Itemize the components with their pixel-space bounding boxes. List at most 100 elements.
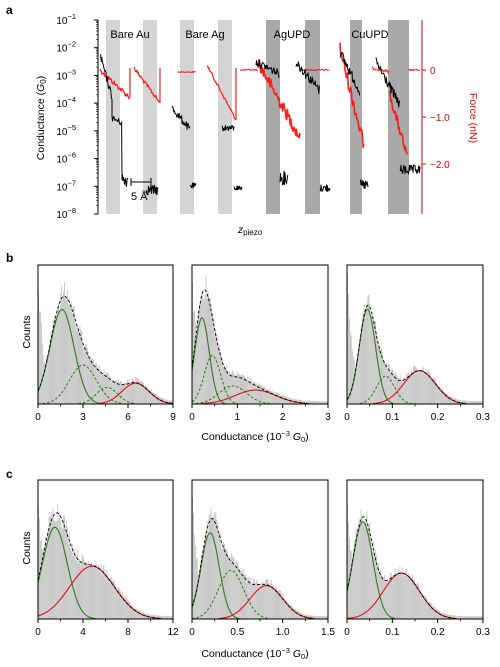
force-trace	[99, 69, 130, 100]
histogram-bar	[249, 381, 251, 404]
histogram-bar	[57, 503, 59, 619]
x-tick-label: 0.2	[431, 627, 445, 638]
histogram-bar	[253, 578, 255, 619]
histogram-bar	[411, 578, 413, 619]
histogram-bar	[209, 298, 211, 404]
histogram-bar	[94, 363, 96, 404]
histogram-bar	[325, 616, 327, 619]
histogram-bar	[423, 372, 425, 404]
histogram-bar	[91, 562, 92, 619]
histogram-bar	[317, 400, 319, 404]
conductance-trace	[233, 185, 243, 191]
histogram-bar	[441, 389, 443, 404]
histogram-bar	[167, 399, 169, 404]
histogram-bar	[260, 384, 261, 404]
histogram-bar	[217, 342, 219, 404]
histogram-bar	[388, 364, 390, 404]
histogram-bar	[169, 400, 171, 404]
histogram-bar	[120, 381, 122, 404]
histogram-bar	[347, 523, 349, 619]
histogram-bar	[393, 375, 395, 404]
histogram-bar	[90, 566, 92, 619]
histogram-bar	[422, 366, 424, 404]
histogram-bar	[85, 344, 87, 404]
histogram-bar	[211, 312, 213, 404]
histogram-bar	[322, 616, 324, 619]
histogram-bar	[64, 516, 65, 619]
histogram-bar	[300, 400, 302, 404]
histogram-bar	[400, 572, 402, 619]
histogram-bar	[323, 401, 325, 404]
histogram-bar	[418, 371, 420, 404]
histogram-bar	[162, 616, 164, 619]
histogram-bar	[383, 360, 385, 404]
histogram-bar	[60, 293, 62, 404]
histogram-bar	[111, 576, 113, 619]
panel-a-y-tick-label: 10−4	[56, 95, 76, 110]
histogram-bar	[471, 616, 473, 619]
histogram-bar	[110, 576, 112, 619]
histogram-bar	[86, 344, 88, 404]
histogram-bar	[387, 581, 389, 619]
histogram-bar	[100, 371, 102, 404]
histogram-bar	[156, 615, 158, 619]
histogram-bar	[194, 545, 196, 619]
histogram-bar	[293, 608, 294, 619]
histogram-bar	[274, 585, 276, 619]
histogram-bar	[121, 383, 123, 404]
histogram-bar	[78, 558, 80, 619]
histogram-bar	[477, 401, 479, 404]
histogram-bar	[148, 388, 150, 404]
panel-a-y-label: Conductance (G0)	[35, 76, 48, 160]
histogram-bar	[265, 389, 267, 404]
histogram-bar	[263, 583, 265, 619]
histogram-bar	[116, 381, 118, 404]
x-tick-label: 12	[167, 627, 179, 638]
histogram-bar	[110, 379, 112, 404]
panel-a-segment-label: AgUPD	[274, 29, 311, 41]
histogram-bar	[230, 372, 232, 404]
histogram-bar	[226, 366, 227, 404]
histogram-bar	[278, 589, 280, 619]
histogram-bar	[397, 569, 399, 619]
histogram-bar	[393, 577, 395, 619]
histogram-bar	[246, 581, 248, 619]
histogram-bar	[216, 519, 218, 619]
histogram-bars	[347, 274, 483, 404]
histogram-bar	[472, 615, 474, 619]
histogram-bar	[59, 511, 61, 619]
histogram-bar	[125, 597, 127, 619]
histogram-bar	[285, 600, 287, 619]
histogram-bar	[218, 347, 220, 404]
histogram-bar	[199, 563, 201, 619]
histogram-b3: 0 0.1 0.2 0.3	[344, 264, 490, 423]
histogram-bar	[235, 560, 237, 619]
histogram-bar	[389, 572, 391, 619]
histogram-bar	[81, 331, 83, 404]
histogram-bar	[141, 611, 143, 619]
sum-fit-curve	[346, 304, 466, 404]
histogram-bar	[43, 361, 45, 404]
histogram-bar	[80, 565, 82, 619]
histogram-bar	[428, 371, 430, 404]
histogram-bar	[452, 615, 454, 619]
histogram-bar	[271, 392, 273, 404]
histogram-bar	[45, 543, 47, 619]
panel-a-y-tick-label: 10−7	[56, 178, 76, 193]
histogram-bar	[54, 521, 56, 619]
histogram-bar	[92, 564, 93, 619]
histogram-bar	[353, 359, 355, 404]
histogram-bar	[355, 361, 357, 404]
histogram-bar	[308, 400, 310, 404]
histogram-bar	[130, 605, 132, 619]
histogram-bar	[373, 319, 375, 404]
histogram-bar	[118, 380, 119, 404]
histogram-bar	[279, 590, 281, 619]
histogram-bar	[118, 587, 119, 619]
histogram-bar	[401, 379, 403, 404]
force-trace	[133, 66, 161, 104]
histogram-bar	[392, 369, 394, 404]
panel-a-traces	[99, 42, 421, 196]
histogram-bar	[212, 516, 214, 619]
